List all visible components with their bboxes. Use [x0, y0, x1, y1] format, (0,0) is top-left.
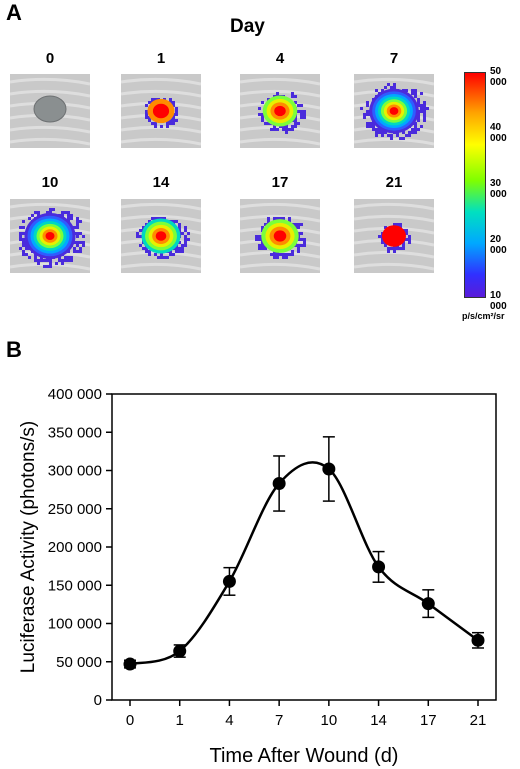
day-label-17: 17	[271, 174, 289, 191]
day-label-1: 1	[156, 50, 166, 67]
panel-b-letter: B	[6, 337, 22, 362]
luciferase-chart: 0 50 000 100 000 150 000 200 000 250 000 300 0…	[18, 386, 497, 767]
plot-frame	[111, 393, 497, 701]
data-point	[222, 574, 236, 588]
data-point	[272, 477, 286, 491]
colorbar-tick: 10 000	[490, 290, 507, 312]
y-tick-label: 400 000	[48, 386, 102, 403]
colorbar-tick: 40 000	[490, 122, 507, 144]
x-tick-label: 21	[470, 712, 487, 729]
panel-a-letter: A	[6, 0, 22, 25]
x-tick-label: 4	[225, 712, 233, 729]
y-tick-label: 0	[94, 692, 102, 709]
day-label-0: 0	[45, 50, 55, 67]
x-axis-label: Time After Wound (d)	[210, 745, 399, 767]
y-tick-label: 300 000	[48, 463, 102, 480]
series-line	[129, 461, 479, 666]
data-point	[471, 633, 485, 647]
day-label-10: 10	[41, 174, 59, 191]
y-tick-label: 150 000	[48, 577, 102, 594]
colorbar-tick: 30 000	[490, 178, 507, 200]
day-title: Day	[230, 16, 265, 37]
thumbnail-day-21	[354, 199, 434, 273]
y-tick-label: 250 000	[48, 501, 102, 518]
x-tick-label: 0	[126, 712, 134, 729]
data-point	[421, 597, 435, 611]
x-tick-label: 7	[275, 712, 283, 729]
thumbnail-day-10	[10, 199, 90, 273]
data-point	[322, 462, 336, 476]
thumbnail-day-7	[354, 74, 434, 148]
colorbar	[464, 72, 486, 298]
x-tick-label: 10	[321, 712, 338, 729]
x-tick-label: 14	[370, 712, 387, 729]
x-tick-label: 17	[420, 712, 437, 729]
colorbar-tick: 20 000	[490, 234, 507, 256]
thumbnail-day-0	[10, 74, 90, 148]
data-point	[372, 560, 386, 574]
data-point	[173, 644, 187, 658]
colorbar-tick: 50 000	[490, 66, 507, 88]
thumbnail-day-4	[240, 74, 320, 148]
thumbnail-day-14	[121, 199, 201, 273]
day-label-7: 7	[389, 50, 399, 67]
data-point	[123, 657, 137, 671]
day-label-4: 4	[275, 50, 285, 67]
day-label-21: 21	[385, 174, 403, 191]
thumbnail-day-17	[240, 199, 320, 273]
y-tick-label: 100 000	[48, 616, 102, 633]
y-axis-label: Luciferase Activity (photons/s)	[18, 421, 39, 673]
day-label-14: 14	[152, 174, 170, 191]
y-tick-label: 50 000	[56, 654, 102, 671]
y-tick-label: 350 000	[48, 424, 102, 441]
x-tick-label: 1	[176, 712, 184, 729]
colorbar-unit: p/s/cm²/sr	[462, 311, 505, 321]
thumbnail-day-1	[121, 74, 201, 148]
y-tick-label: 200 000	[48, 539, 102, 556]
